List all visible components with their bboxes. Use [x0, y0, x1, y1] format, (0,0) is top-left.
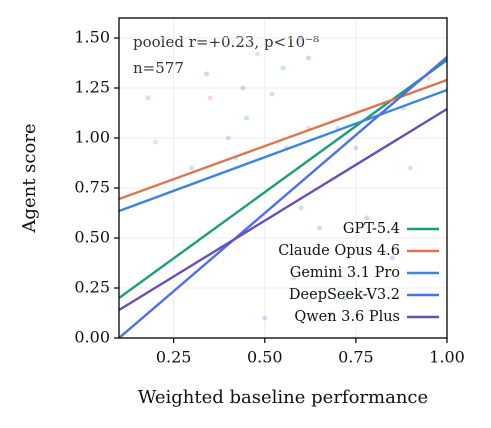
- scatter-point: [389, 255, 395, 261]
- legend-label: GPT-5.4: [343, 221, 400, 237]
- regression-line: [119, 59, 447, 299]
- scatter-point: [353, 145, 359, 151]
- y-tick-label: 0.75: [74, 178, 110, 197]
- legend-label: Gemini 3.1 Pro: [290, 265, 400, 281]
- regression-line: [119, 107, 447, 312]
- y-tick-label: 0.00: [74, 328, 110, 347]
- scatter-point: [306, 55, 312, 61]
- scatter-point: [189, 165, 195, 171]
- x-tick-label: 0.25: [156, 348, 192, 367]
- y-tick-label: 1.50: [74, 28, 110, 47]
- scatter-point: [327, 311, 333, 317]
- scatter-point: [371, 315, 377, 321]
- scatter-point: [298, 35, 304, 41]
- x-tick-label: 1.00: [429, 348, 465, 367]
- regression-line: [119, 78, 447, 201]
- scatter-point: [152, 139, 158, 145]
- legend-label: Claude Opus 4.6: [278, 243, 400, 259]
- y-tick-label: 0.50: [74, 228, 110, 247]
- legend-label: Qwen 3.6 Plus: [294, 309, 400, 325]
- y-tick-label: 1.25: [74, 78, 110, 97]
- regression-line: [119, 56, 447, 338]
- scatter-point: [244, 115, 250, 121]
- y-tick-label: 0.25: [74, 278, 110, 297]
- y-axis-label: Agent score: [19, 123, 40, 233]
- y-tick-label: 1.00: [74, 128, 110, 147]
- scatter-point: [262, 315, 268, 321]
- scatter-point: [280, 65, 286, 71]
- x-axis-label: Weighted baseline performance: [138, 387, 428, 408]
- scatter-point: [207, 95, 213, 101]
- scatter-point: [269, 91, 275, 97]
- scatter-point: [298, 205, 304, 211]
- scatter-point: [254, 51, 260, 57]
- scatter-point: [145, 95, 151, 101]
- scatter-point: [225, 135, 231, 141]
- scatter-point: [342, 295, 348, 301]
- scatter-point: [203, 71, 209, 77]
- x-tick-label: 0.75: [338, 348, 374, 367]
- scatter-point: [364, 215, 370, 221]
- x-tick-label: 0.50: [247, 348, 283, 367]
- scatter-point: [426, 75, 432, 81]
- scatter-point: [316, 225, 322, 231]
- plot-frame: [118, 17, 448, 339]
- scatter-point: [408, 165, 414, 171]
- annotation-n: n=577: [133, 59, 184, 77]
- annotation: pooled r=+0.23, p<10⁻⁸: [133, 33, 319, 51]
- scatter-point: [240, 85, 246, 91]
- scatter-point: [291, 275, 297, 281]
- legend-label: DeepSeek-V3.2: [289, 287, 400, 303]
- regression-line: [119, 88, 447, 213]
